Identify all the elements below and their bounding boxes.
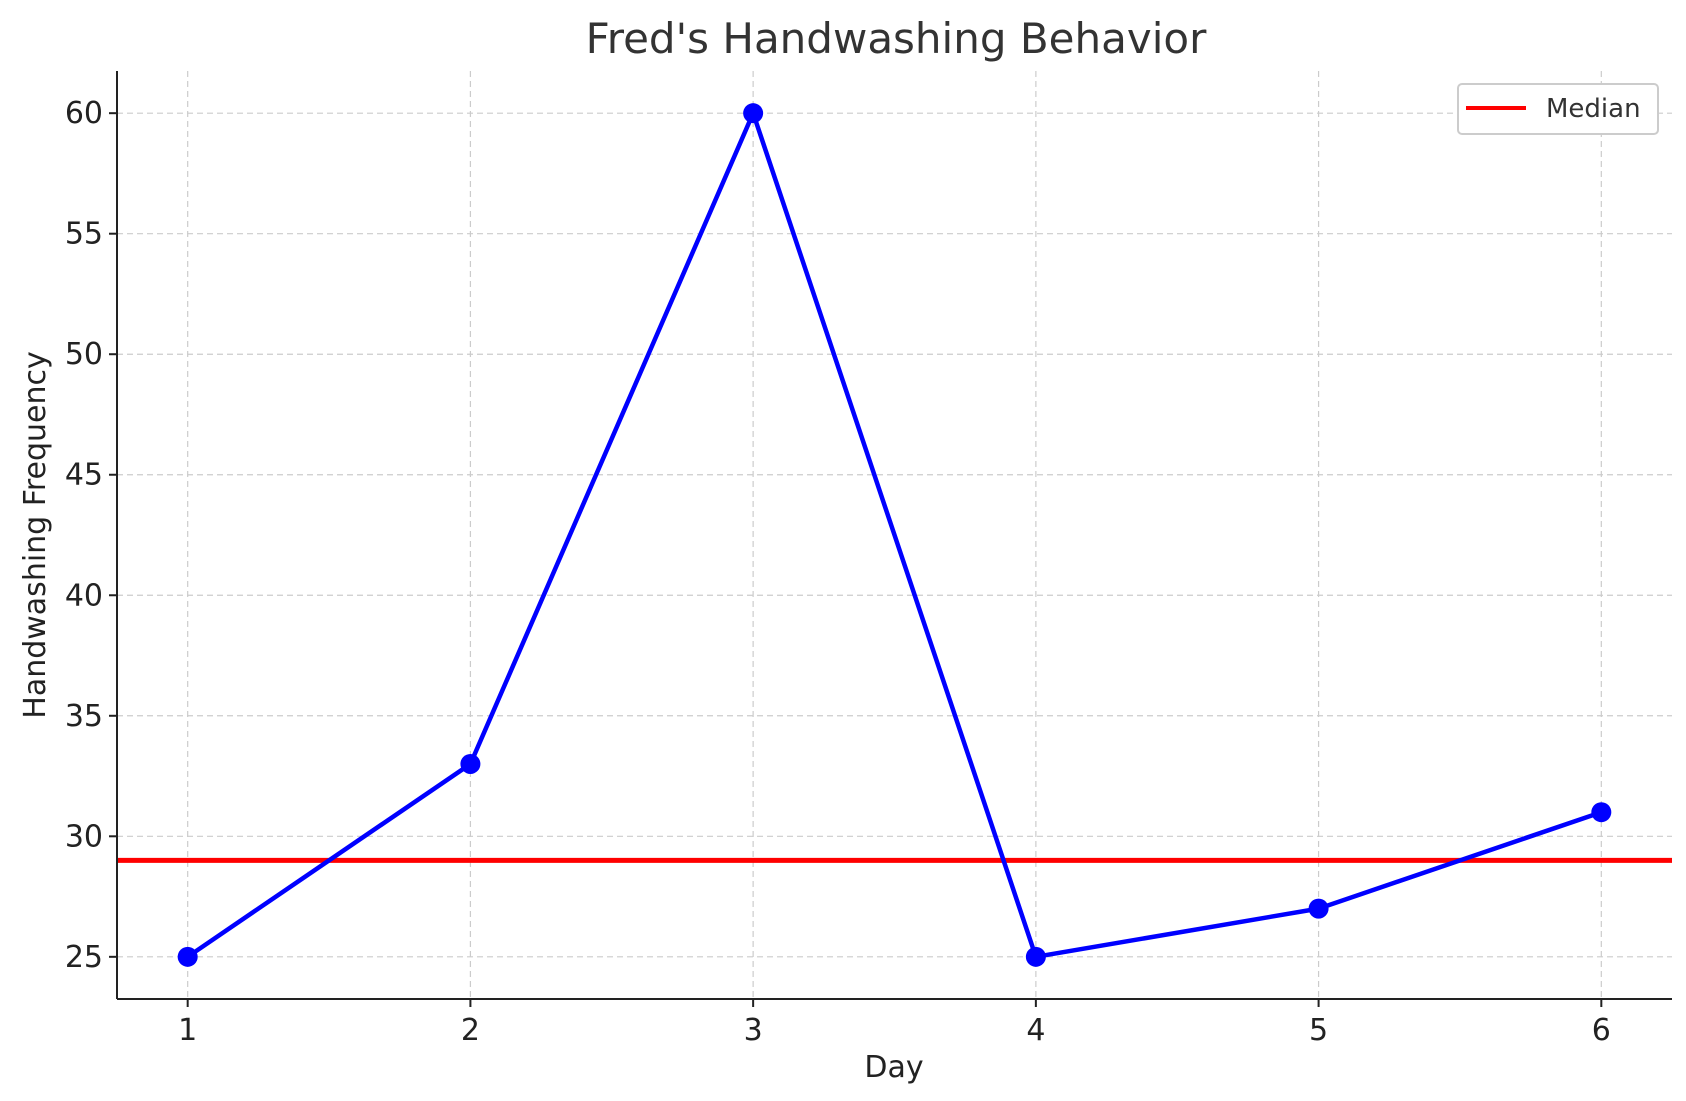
- chart-title: Fred's Handwashing Behavior: [586, 14, 1207, 63]
- y-tick-label: 40: [65, 578, 103, 613]
- data-point: [460, 753, 481, 774]
- x-axis-label: Day: [864, 1050, 923, 1085]
- y-tick-label: 55: [65, 217, 103, 252]
- x-tick-label: 3: [744, 1013, 763, 1048]
- x-tick-label: 6: [1592, 1013, 1611, 1048]
- y-axis-label: Handwashing Frequency: [18, 351, 53, 718]
- y-tick-label: 50: [65, 337, 103, 372]
- x-tick-label: 4: [1026, 1013, 1045, 1048]
- legend: Median: [1457, 83, 1659, 135]
- axes: [116, 71, 1672, 1000]
- data-point: [1591, 802, 1612, 823]
- x-ticks: 1 2 3 4 5 6: [178, 999, 1611, 1048]
- legend-label-median: Median: [1546, 94, 1641, 124]
- y-tick-label: 35: [65, 699, 103, 734]
- y-tick-label: 60: [65, 96, 103, 131]
- y-ticks: 25 30 35 40 45 50 55 60: [65, 96, 117, 975]
- legend-box: [1457, 83, 1659, 135]
- data-point: [1308, 898, 1329, 919]
- y-tick-label: 45: [65, 458, 103, 493]
- series-line: [186, 110, 1603, 960]
- x-tick-label: 1: [178, 1013, 197, 1048]
- y-tick-label: 25: [65, 940, 103, 975]
- grid: [117, 71, 1672, 999]
- series-layer: [177, 103, 1612, 967]
- y-tick-label: 30: [65, 819, 103, 854]
- x-tick-label: 5: [1309, 1013, 1328, 1048]
- x-tick-label: 2: [461, 1013, 480, 1048]
- data-point: [743, 103, 764, 124]
- data-point: [177, 946, 198, 967]
- data-point: [1025, 946, 1046, 967]
